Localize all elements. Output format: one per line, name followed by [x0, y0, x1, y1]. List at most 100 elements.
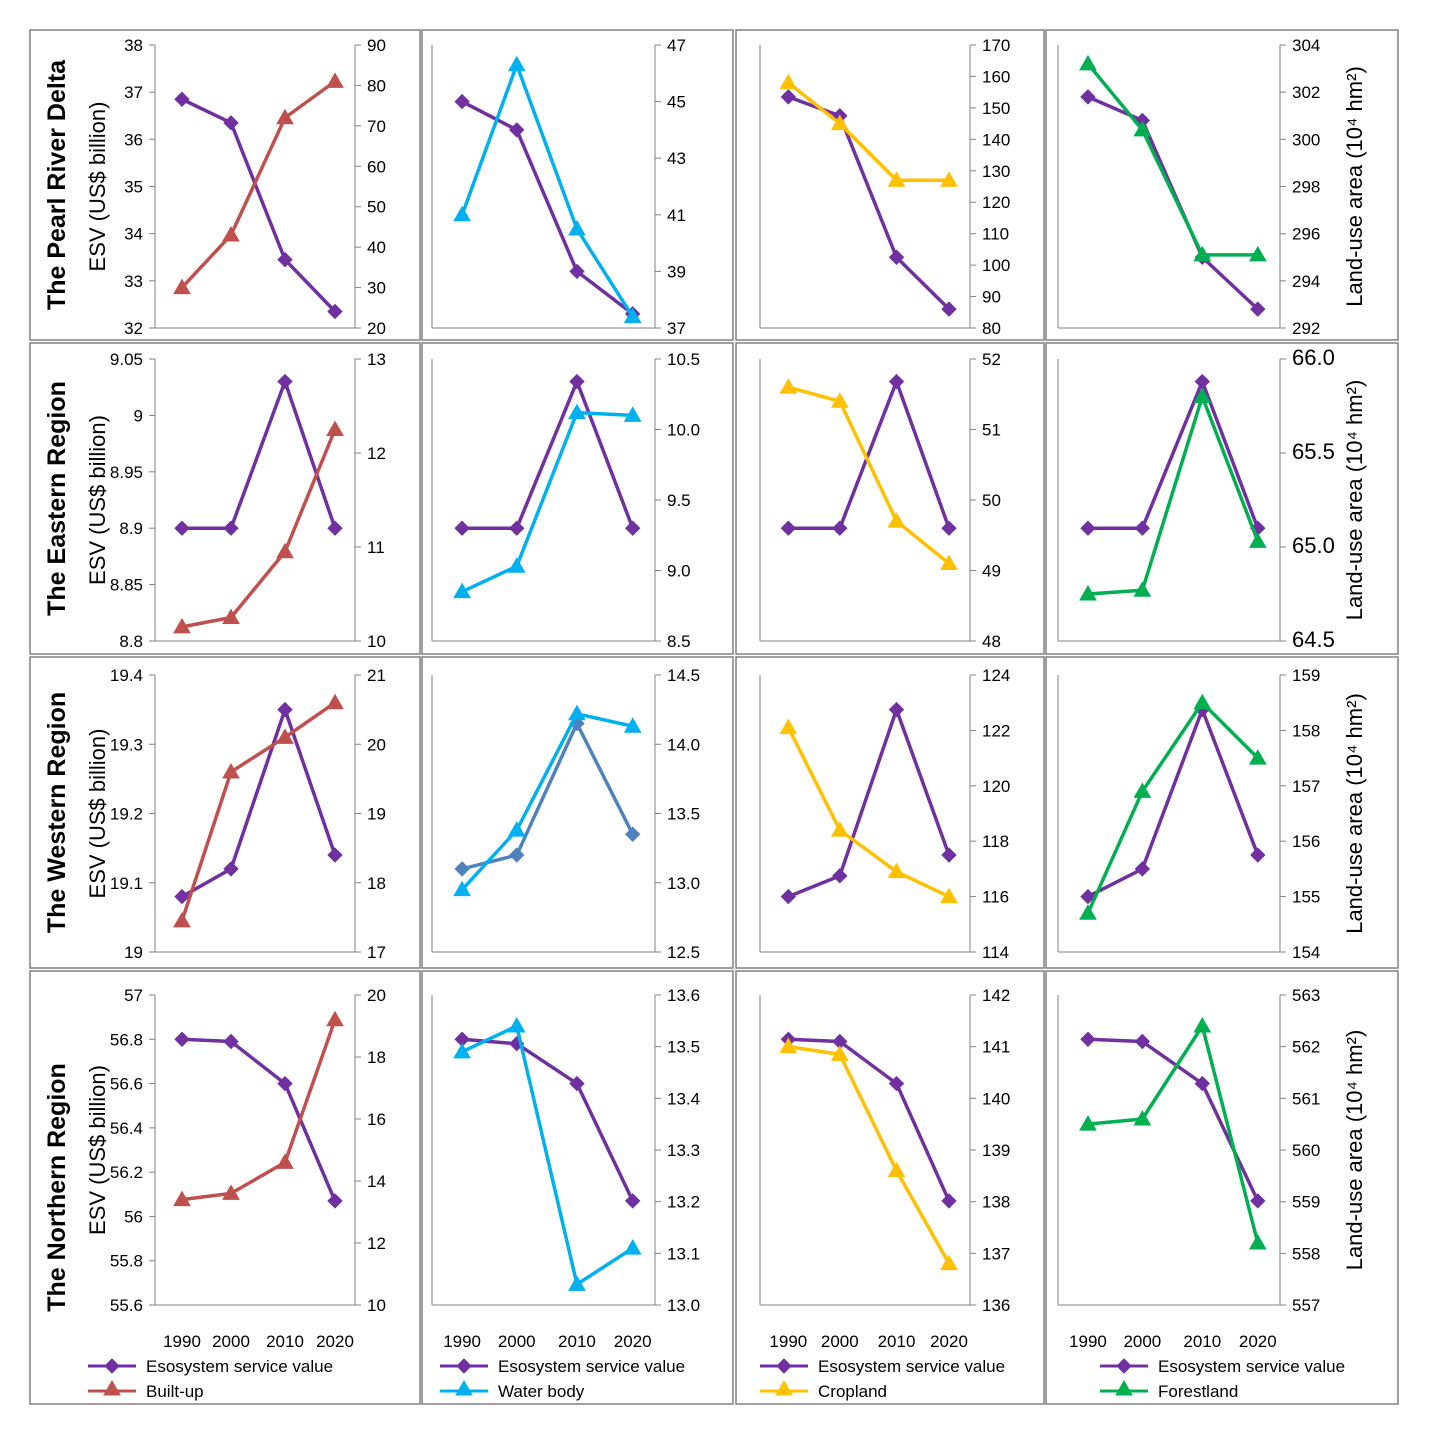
landuse-point: [173, 911, 191, 928]
panel-the-western-region-built-up: 19 19.1 19.2 19.3 19.4 17 18 19 20 21: [110, 666, 386, 962]
esv-series-line: [462, 379, 635, 530]
landuse-series-line: [787, 81, 949, 182]
right-tick-label: 30: [367, 279, 386, 298]
right-tick-label: 136: [982, 1296, 1010, 1315]
right-tick-label: 18: [367, 874, 386, 893]
esv-axis-title: ESV (US$ billion): [85, 1065, 110, 1235]
right-tick-label: 561: [1292, 1089, 1320, 1108]
right-tick-label: 100: [982, 256, 1010, 275]
panel-border: [735, 342, 1045, 655]
right-tick-label: 47: [667, 36, 686, 55]
right-tick-label: 142: [982, 986, 1010, 1005]
landuse-series-line: [461, 1024, 634, 1287]
landuse-series-line: [181, 428, 337, 629]
esv-point: [174, 520, 190, 536]
legend-esv-marker: [104, 1358, 120, 1374]
left-tick-label: 57: [124, 986, 143, 1005]
right-tick-label: 16: [367, 1110, 386, 1129]
x-tick-label: 2020: [930, 1332, 968, 1351]
x-tick-label: 1990: [163, 1332, 201, 1351]
landuse-point: [623, 717, 642, 733]
esv-point: [223, 861, 239, 877]
right-tick-label: 560: [1292, 1141, 1320, 1160]
esv-series-line: [1087, 379, 1260, 530]
landuse-point: [1079, 1115, 1097, 1131]
landuse-point: [1133, 1109, 1152, 1126]
left-tick-label: 19: [124, 943, 143, 962]
panel-the-northern-region-water-body: 13.0 13.1 13.2 13.3 13.4 13.5 13.6 1990 2000 2010…: [431, 986, 700, 1351]
esv-point: [1134, 861, 1151, 877]
esv-point: [223, 115, 239, 131]
x-tick-label: 1990: [443, 1332, 481, 1351]
right-tick-label: 559: [1292, 1193, 1320, 1212]
esv-series-line: [182, 379, 337, 530]
panel-border: [421, 342, 734, 655]
right-tick-label: 12: [367, 444, 386, 463]
landuse-series-line: [180, 701, 336, 922]
right-tick-label: 10: [367, 632, 386, 651]
panel-border: [1045, 29, 1399, 341]
right-tick-label: 562: [1292, 1038, 1320, 1057]
esv-axis-title: ESV (US$ billion): [85, 415, 110, 585]
right-tick-label: 292: [1292, 319, 1320, 338]
landuse-point: [453, 205, 471, 222]
row-title: The Pearl River Delta: [43, 59, 71, 310]
landuse-point: [453, 880, 471, 897]
landuse-series-line: [461, 410, 633, 594]
x-tick-label: 2000: [498, 1332, 536, 1351]
left-tick-label: 55.6: [110, 1296, 143, 1315]
x-tick-label: 1990: [1069, 1332, 1107, 1351]
landuse-point: [1193, 1016, 1212, 1033]
right-tick-label: 150: [982, 99, 1010, 118]
x-tick-label: 2020: [614, 1332, 652, 1351]
landuse-point: [1133, 782, 1152, 798]
right-tick-label: 50: [367, 198, 386, 217]
esv-point: [509, 122, 525, 138]
panel-the-pearl-river-delta-water-body: 37 39 41 43 45 47: [431, 36, 686, 338]
esv-point: [509, 520, 525, 536]
esv-point: [1194, 1075, 1211, 1092]
right-tick-label: 157: [1292, 777, 1320, 796]
left-tick-label: 35: [124, 178, 143, 197]
legend-landuse-label: Forestland: [1158, 1382, 1238, 1401]
esv-point: [888, 701, 905, 718]
legend-esv-label: Esosystem service value: [498, 1357, 685, 1376]
panel-border: [735, 970, 1045, 1405]
right-tick-label: 302: [1292, 83, 1320, 102]
landuse-point: [276, 1153, 294, 1169]
esv-point: [454, 93, 470, 110]
right-tick-label: 12.5: [667, 943, 700, 962]
right-tick-label: 140: [982, 1089, 1010, 1108]
right-tick-label: 90: [367, 36, 386, 55]
right-tick-label: 43: [667, 149, 686, 168]
esv-point: [780, 89, 797, 105]
landuse-point: [276, 542, 294, 559]
esv-series-line: [787, 95, 951, 311]
panel-the-western-region-cropland: 114 116 118 120 122 124: [759, 666, 1010, 962]
x-tick-label: 2010: [1183, 1332, 1221, 1351]
landuse-point: [453, 1042, 471, 1059]
panel-the-eastern-region-forestland: 64.5 65.0 65.5 66.0: [1057, 345, 1335, 652]
esv-point: [327, 847, 343, 863]
right-tick-label: 557: [1292, 1296, 1320, 1315]
landuse-point: [507, 557, 526, 573]
landuse-point: [507, 1016, 526, 1033]
landuse-series-line: [180, 79, 337, 289]
row-title: The Western Region: [43, 692, 71, 933]
right-tick-label: 170: [982, 36, 1010, 55]
landuse-point: [326, 72, 344, 88]
esv-point: [327, 1193, 343, 1209]
right-tick-label: 558: [1292, 1244, 1320, 1263]
landuse-point: [887, 171, 906, 187]
landuse-series-line: [1087, 1024, 1260, 1244]
esv-point: [174, 1031, 190, 1047]
right-tick-label: 13.0: [667, 1296, 700, 1315]
left-tick-label: 19.3: [110, 735, 143, 754]
right-tick-label: 130: [982, 162, 1010, 181]
esv-series-line: [1087, 95, 1259, 311]
right-tick-label: 13.5: [667, 805, 700, 824]
panel-border: [421, 656, 734, 969]
panel-border: [421, 970, 734, 1405]
panel-the-eastern-region-cropland: 48 49 50 51 52: [759, 350, 1001, 651]
landuse-point: [173, 617, 191, 634]
